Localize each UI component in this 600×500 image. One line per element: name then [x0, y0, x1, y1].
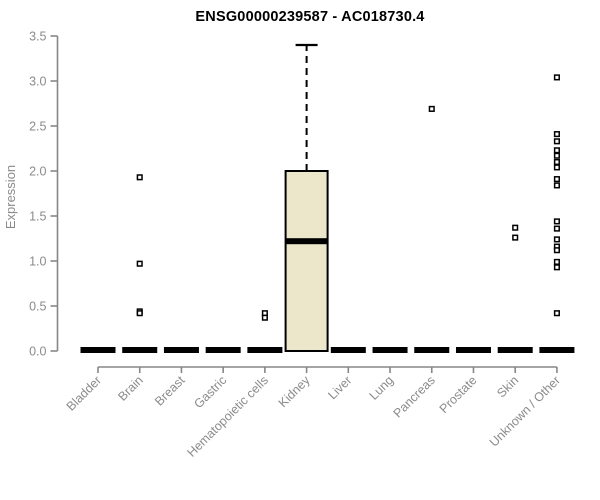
outlier-point: [553, 164, 560, 171]
zero-median-bar: [330, 347, 366, 353]
outlier-point: [512, 234, 519, 241]
outlier-point: [428, 105, 435, 112]
x-category-label: Prostate: [437, 373, 480, 416]
zero-median-bar: [205, 347, 241, 353]
outlier-point: [136, 174, 143, 181]
y-tick-label: 1.5: [29, 210, 46, 224]
zero-median-bar: [372, 347, 408, 353]
zero-median-bar: [80, 347, 116, 353]
outlier-point: [553, 225, 560, 232]
outlier-point: [553, 218, 560, 225]
y-tick-label: 2.5: [29, 120, 46, 134]
outlier-point: [553, 147, 560, 154]
x-category-label: Hematopoietic cells: [184, 373, 271, 460]
zero-median-bar: [163, 347, 199, 353]
outlier-point: [553, 264, 560, 271]
outlier-point: [512, 224, 519, 231]
y-axis-title: Expression: [3, 165, 18, 229]
chart-title: ENSG00000239587 - AC018730.4: [195, 9, 425, 25]
x-category-label: Lung: [367, 373, 397, 403]
zero-median-bar: [497, 347, 533, 353]
zero-median-bar: [414, 347, 450, 353]
outlier-point: [553, 236, 560, 243]
x-category-label: Liver: [325, 373, 354, 402]
x-category-label: Brain: [115, 373, 146, 404]
y-tick-label: 3.0: [29, 75, 46, 89]
y-tick-label: 3.5: [29, 30, 46, 44]
outlier-point: [553, 74, 560, 81]
outlier-point: [553, 158, 560, 166]
outlier-point: [553, 182, 560, 189]
y-tick-label: 0.5: [29, 300, 46, 314]
x-category-label: Unknown / Other: [487, 373, 563, 449]
x-category-label: Kidney: [276, 373, 313, 410]
box-median-line: [285, 238, 328, 245]
x-category-label: Pancreas: [391, 373, 438, 420]
x-category-label: Gastric: [191, 373, 229, 411]
x-category-label: Skin: [494, 373, 521, 400]
zero-median-bar: [122, 347, 158, 353]
y-tick-label: 0.0: [29, 345, 46, 359]
outlier-point: [553, 176, 560, 183]
outlier-point: [553, 258, 560, 265]
outlier-point: [136, 260, 143, 267]
zero-median-bar: [247, 347, 283, 353]
y-tick-label: 2.0: [29, 165, 46, 179]
outlier-point: [136, 310, 143, 317]
box-iqr: [284, 170, 329, 352]
outlier-point: [553, 310, 560, 317]
outlier-point: [553, 152, 560, 159]
zero-median-bar: [539, 347, 575, 353]
y-tick-label: 1.0: [29, 255, 46, 269]
outlier-point: [553, 131, 560, 138]
x-category-label: Bladder: [64, 373, 104, 413]
outlier-point: [553, 247, 560, 254]
zero-median-bar: [455, 347, 491, 353]
outlier-point: [261, 314, 268, 321]
outlier-point: [553, 138, 560, 145]
x-category-label: Breast: [152, 373, 188, 409]
